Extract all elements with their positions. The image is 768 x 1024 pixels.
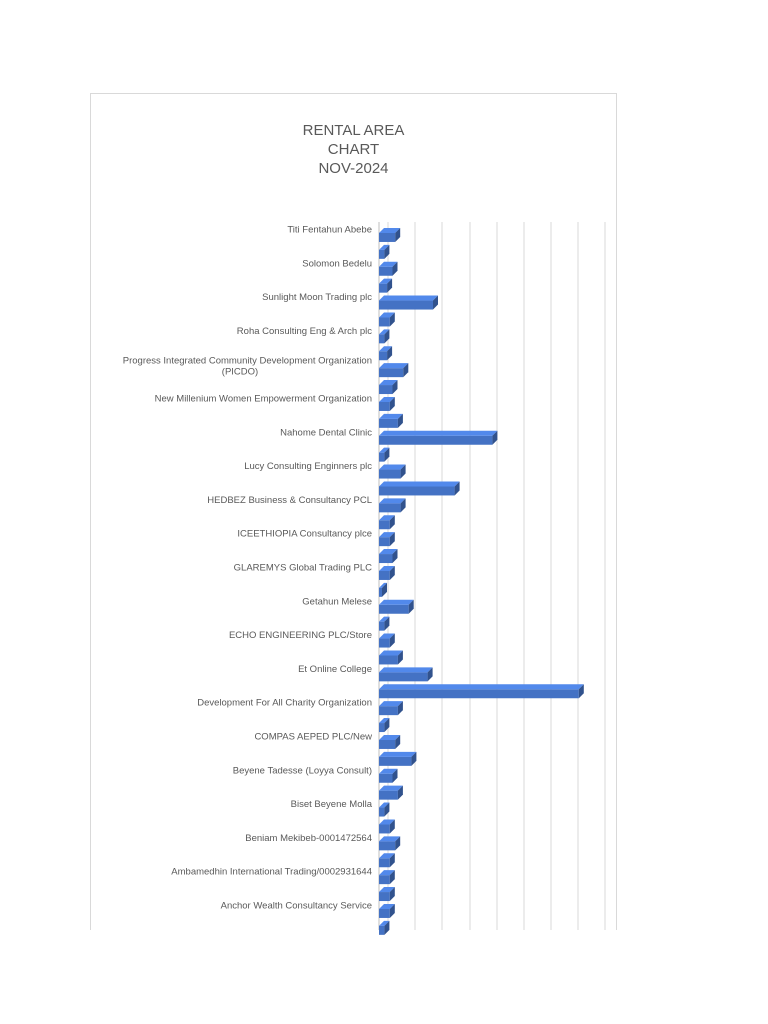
bar — [379, 312, 395, 327]
category-label: GLAREMYS Global Trading PLC — [234, 562, 372, 573]
category-label: Nahome Dental Clinic — [280, 427, 372, 438]
bar — [379, 532, 395, 547]
bar — [379, 785, 403, 800]
category-label: Sunlight Moon Trading plc — [262, 292, 372, 303]
category-label: ECHO ENGINEERING PLC/Store — [229, 630, 372, 641]
category-label: Getahun Melese — [302, 596, 372, 607]
chart-title-line-2: CHART — [327, 141, 380, 158]
bar — [379, 549, 398, 564]
bar — [379, 887, 395, 902]
bar — [379, 515, 395, 530]
category-label: Titi Fentahun Abebe — [287, 224, 372, 235]
bar — [379, 278, 393, 293]
bar — [379, 498, 406, 513]
category-label: Solomon Bedelu — [302, 258, 372, 269]
bar — [379, 599, 414, 614]
category-label: Development For All Charity Organization — [197, 698, 372, 709]
bar — [379, 920, 390, 935]
category-label: Anchor Wealth Consultancy Service — [221, 900, 372, 911]
category-label: ICEETHIOPIA Consultancy plce — [237, 529, 372, 540]
bar — [379, 261, 398, 276]
bar — [379, 819, 395, 834]
gridlines — [378, 222, 606, 930]
bar — [379, 853, 395, 868]
bar — [379, 667, 433, 682]
category-labels: Titi Fentahun Abebe Solomon Bedelu Sunligh… — [123, 224, 373, 911]
bar — [379, 734, 401, 749]
bar — [379, 481, 460, 496]
bar — [379, 447, 390, 462]
bar — [379, 836, 401, 851]
category-label: Biset Beyene Molla — [291, 799, 373, 810]
bar — [379, 430, 498, 445]
chart-frame — [90, 93, 617, 930]
bar — [379, 802, 390, 817]
bar — [379, 565, 395, 580]
bar — [379, 295, 438, 310]
category-label: Et Online College — [298, 664, 372, 675]
chart-title-line-1: RENTAL AREA — [302, 122, 405, 139]
bar — [379, 464, 406, 479]
bar — [379, 227, 401, 242]
category-label: Beniam Mekibeb-0001472564 — [245, 833, 372, 844]
category-label: HEDBEZ Business & Consultancy PCL — [207, 495, 372, 506]
bar — [379, 329, 390, 344]
category-label: Lucy Consulting Enginners plc — [244, 461, 372, 472]
category-label: Ambamedhin International Trading/0002931… — [171, 867, 372, 878]
bar — [379, 346, 393, 361]
chart-title: RENTAL AREA CHART NOV-2024 — [90, 121, 617, 178]
category-label: Progress Integrated Community Developmen… — [123, 356, 372, 378]
bar — [379, 244, 390, 259]
bar — [379, 413, 403, 428]
bar — [379, 396, 395, 411]
bar — [379, 768, 398, 783]
category-label: Roha Consulting Eng & Arch plc — [237, 326, 372, 337]
bar — [379, 650, 403, 665]
category-label: Beyene Tadesse (Loyya Consult) — [233, 765, 372, 776]
bar — [379, 684, 584, 699]
bars — [379, 227, 584, 935]
bar — [379, 751, 417, 766]
bar — [379, 870, 395, 885]
category-label: New Millenium Women Empowerment Organiza… — [155, 393, 372, 404]
bar — [379, 380, 398, 395]
bar — [379, 633, 395, 648]
bar — [379, 903, 395, 918]
bar — [379, 363, 409, 378]
category-label: COMPAS AEPED PLC/New — [254, 731, 372, 742]
chart-title-line-3: NOV-2024 — [318, 160, 389, 177]
bar — [379, 582, 387, 597]
bar — [379, 616, 390, 631]
bar — [379, 701, 403, 716]
bar — [379, 718, 390, 733]
